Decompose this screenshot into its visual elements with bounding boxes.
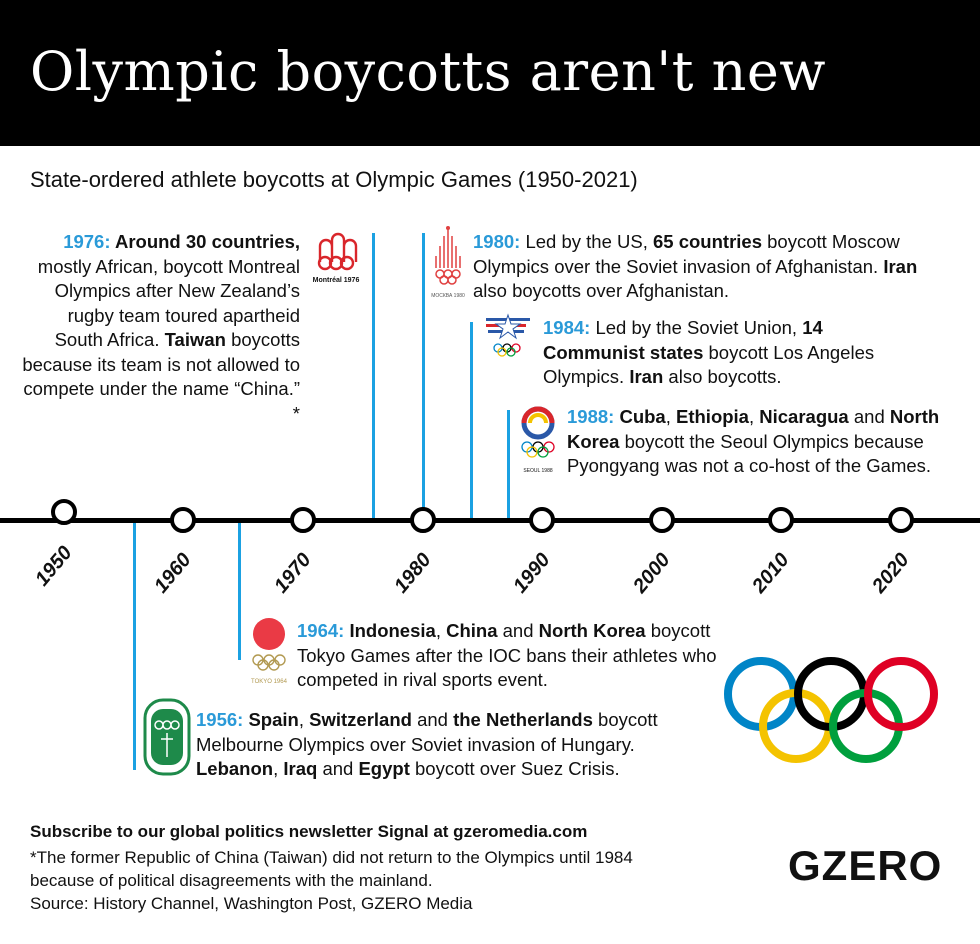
event-highlight: Cuba: [619, 406, 666, 427]
event-year: 1964:: [297, 620, 350, 641]
event-highlight: Spain: [248, 709, 299, 730]
tokyo-1964-logo: TOKYO 1964: [249, 618, 289, 685]
event-text: ,: [298, 709, 310, 730]
event-highlight: Around 30 countries,: [114, 231, 300, 252]
gzero-logo: GZERO: [788, 842, 943, 889]
event-text: boycott Los Angeles Olympics.: [543, 341, 875, 388]
tick-label-1970: 1970: [270, 549, 316, 598]
event-highlight: Lebanon: [196, 758, 274, 779]
moscow-1980-logo: МОСКВА 1980: [430, 226, 466, 299]
event-text: boycott Tokyo Games after the IOC bans t…: [297, 620, 717, 690]
event-year: 1976:: [63, 231, 115, 252]
event-highlight: North Korea: [538, 620, 646, 641]
seoul-logo-text: SEOUL 1988: [523, 468, 553, 474]
event-text: and: [317, 758, 359, 779]
tick-label-2020: 2020: [868, 549, 914, 598]
event-highlight: Taiwan: [164, 329, 226, 350]
timeline-node-1970: [290, 507, 316, 533]
montreal-logo-text: Montréal 1976: [312, 277, 360, 284]
timeline-node-2000: [649, 507, 675, 533]
event-1964: 1964: Indonesia, China and North Korea b…: [297, 619, 717, 693]
event-text: boycott the Seoul Olympics because Pyong…: [567, 430, 932, 477]
timeline-node-1990: [529, 507, 555, 533]
event-text: boycott Melbourne Olympics over Soviet i…: [196, 709, 658, 755]
event-text: ,: [665, 406, 676, 427]
timeline-axis: [0, 518, 980, 523]
moscow-logo-text: МОСКВА 1980: [431, 293, 465, 299]
event-1984: 1984: Led by the Soviet Union, 14 Commun…: [543, 316, 923, 390]
event-highlight: 65 countries: [653, 231, 762, 252]
event-year: 1984:: [543, 317, 596, 338]
event-highlight: Nicaragua: [759, 406, 849, 427]
header-bar: Olympic boycotts aren't new: [0, 0, 980, 146]
event-text: boycott Moscow Olympics over the Soviet …: [473, 231, 900, 277]
event-highlight: Ethiopia: [676, 406, 749, 427]
event-text: Led by the Soviet Union,: [595, 317, 803, 338]
ring-red: [864, 657, 938, 731]
timeline-node-2010: [768, 507, 794, 533]
tick-label-2000: 2000: [629, 549, 675, 598]
event-text: mostly African, boycott Montreal Olympic…: [37, 255, 300, 351]
seoul-1988-logo: SEOUL 1988: [515, 405, 561, 474]
page-title: Olympic boycotts aren't new: [30, 40, 827, 103]
event-text: Led by the US,: [525, 231, 653, 252]
los-angeles-1984-logo: [480, 312, 538, 360]
event-text: boycott over Suez Crisis.: [409, 758, 620, 779]
tick-label-1950: 1950: [31, 542, 77, 591]
event-highlight: Indonesia: [349, 620, 436, 641]
footnote: *The former Republic of China (Taiwan) d…: [30, 848, 633, 890]
event-text: ,: [748, 406, 760, 427]
event-text: also boycotts.: [663, 366, 782, 387]
tick-label-1960: 1960: [150, 549, 196, 598]
source: Source: History Channel, Washington Post…: [30, 894, 473, 913]
connector-1988: [507, 410, 510, 520]
connector-1984: [470, 322, 473, 520]
connector-1956: [133, 520, 136, 770]
event-highlight: Iraq: [283, 758, 318, 779]
event-highlight: Iran: [883, 255, 918, 277]
event-highlight: North Korea: [567, 406, 940, 452]
tick-label-1980: 1980: [390, 549, 436, 598]
event-text: boycotts because its team is not allowed…: [22, 329, 300, 424]
event-year: 1980:: [473, 231, 526, 252]
event-1976: 1976: Around 30 countries, mostly Africa…: [20, 230, 300, 426]
connector-1976: [372, 233, 375, 520]
event-highlight: Iran: [629, 366, 664, 387]
event-year: 1956:: [196, 709, 249, 730]
event-1956: 1956: Spain, Switzerland and the Netherl…: [196, 708, 686, 782]
event-1980: 1980: Led by the US, 65 countries boycot…: [473, 230, 943, 304]
event-highlight: Egypt: [358, 758, 410, 779]
timeline-node-1980: [410, 507, 436, 533]
connector-1980: [422, 233, 425, 520]
olympic-rings-icon: [724, 657, 938, 763]
event-1988: 1988: Cuba, Ethiopia, Nicaragua and Nort…: [567, 405, 967, 479]
timeline-node-1950: [51, 499, 77, 525]
subscribe-text[interactable]: Subscribe to our global politics newslet…: [30, 822, 588, 841]
event-text: ,: [435, 620, 447, 641]
timeline-node-2020: [888, 507, 914, 533]
tokyo-logo-text: TOKYO 1964: [251, 679, 287, 685]
montreal-1976-logo: Montréal 1976: [304, 232, 368, 292]
event-highlight: China: [446, 620, 498, 641]
event-text: and: [848, 406, 890, 427]
connector-1964: [238, 520, 241, 660]
event-text: and: [411, 709, 454, 730]
timeline-node-1960: [170, 507, 196, 533]
event-highlight: 14 Communist states: [543, 317, 823, 363]
tick-label-1990: 1990: [509, 549, 555, 598]
tick-label-2010: 2010: [748, 549, 794, 598]
subtitle: State-ordered athlete boycotts at Olympi…: [30, 167, 638, 192]
event-year: 1988:: [567, 406, 620, 427]
event-text: also boycotts over Afghanistan.: [473, 280, 730, 301]
event-highlight: the Netherlands: [453, 709, 593, 730]
event-text: and: [497, 620, 539, 641]
melbourne-1956-logo: [142, 697, 192, 777]
event-text: ,: [273, 758, 284, 779]
event-highlight: Switzerland: [309, 709, 412, 730]
